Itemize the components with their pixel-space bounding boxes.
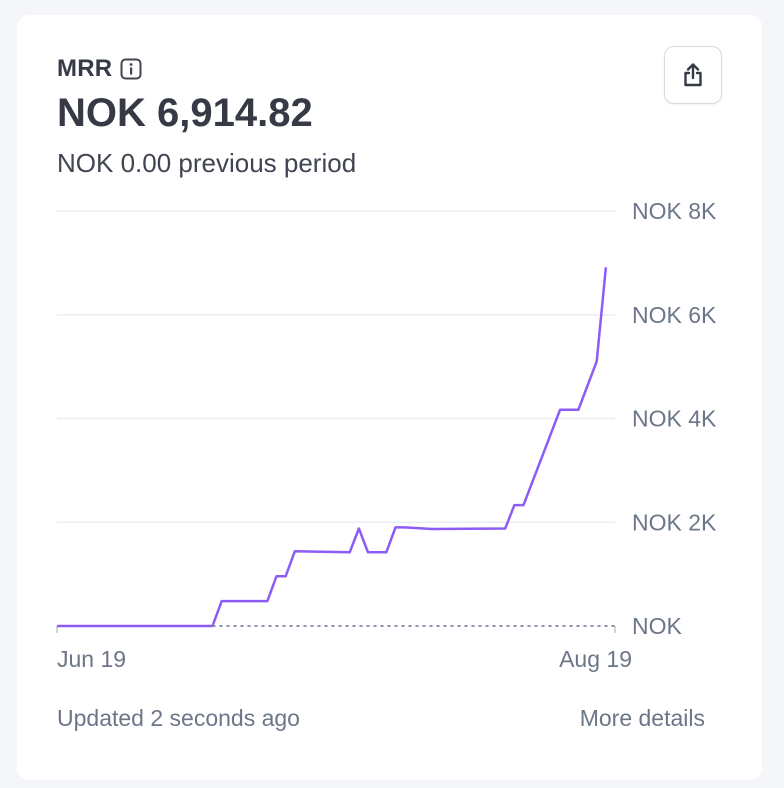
y-tick-label: NOK 4K — [632, 406, 717, 432]
more-details-link[interactable]: More details — [579, 705, 705, 731]
x-tick-label: Aug 19 — [559, 646, 632, 672]
mrr-card: MRR NOK 6,914.82 NOK 0.00 previous perio… — [17, 15, 762, 780]
metric-header: MRR — [57, 55, 142, 83]
metric-value: NOK 6,914.82 — [57, 91, 313, 135]
y-tick-label: NOK 6K — [632, 302, 717, 328]
metric-title: MRR — [57, 55, 113, 82]
info-icon[interactable] — [120, 58, 142, 80]
y-tick-label: NOK 8K — [632, 198, 717, 224]
mrr-series-line — [57, 267, 608, 628]
share-icon — [684, 63, 702, 87]
y-tick-label: NOK — [632, 613, 683, 639]
updated-status: Updated 2 seconds ago — [57, 705, 300, 731]
y-tick-label: NOK 2K — [632, 509, 717, 535]
share-button[interactable] — [664, 46, 722, 104]
x-tick-label: Jun 19 — [57, 646, 126, 672]
previous-period: NOK 0.00 previous period — [57, 148, 357, 178]
mrr-line-chart: NOK 8K NOK 6K NOK 4K NOK 2K NOK Jun 19 Aug 19 — [56, 198, 717, 672]
